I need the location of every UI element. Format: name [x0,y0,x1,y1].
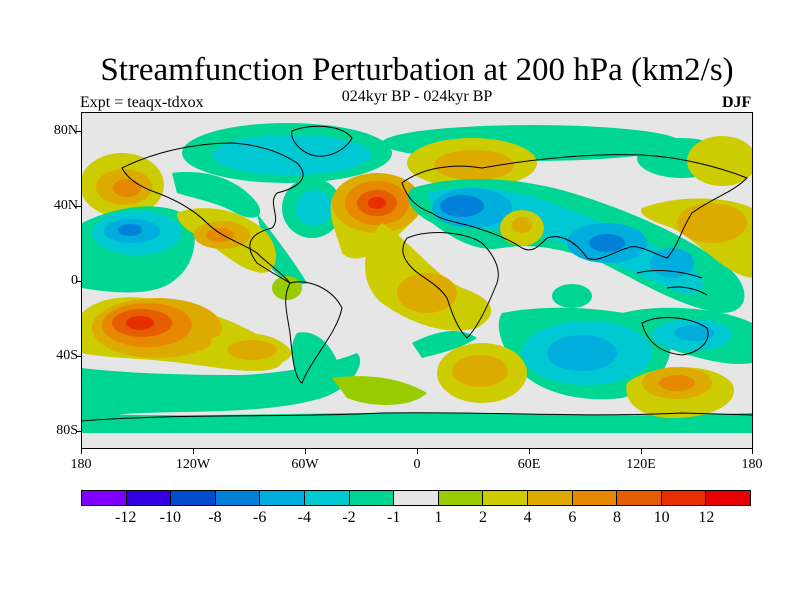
colorbar-segment [617,491,662,505]
lon-tick [81,449,82,454]
colorbar-label: -4 [297,509,311,526]
lat-label-40s: 40S [56,348,78,363]
lon-tick [641,449,642,454]
lon-label-180e: 180 [741,457,763,472]
colorbar-segment [126,491,172,505]
lon-label-60w: 60W [291,457,319,472]
map-canvas[interactable] [82,113,752,448]
season-label: DJF [722,94,752,111]
lon-tick [752,449,753,454]
lon-label-0: 0 [413,457,421,472]
lat-label-0: 0 [71,273,78,288]
colorbar-segment [527,491,573,505]
map-plot-area[interactable] [81,112,753,449]
lat-tick [76,206,81,207]
coastlines [82,125,752,422]
colorbar-label: -12 [114,509,137,526]
plot-title: Streamfunction Perturbation at 200 hPa (… [100,52,734,88]
lat-tick [76,281,81,282]
plot-subtitle: 024kyr BP - 024kyr BP [341,88,493,105]
colorbar-label: 12 [698,509,715,526]
colorbar-label: 1 [434,509,443,526]
contour-north-pacific-high [82,153,164,217]
colorbar-segment [483,491,528,505]
lon-label-120w: 120W [175,457,211,472]
colorbar-segment [260,491,305,505]
colorbar-label: -1 [386,509,401,526]
experiment-label: Expt = teaqx-tdxox [80,94,204,111]
colorbar-segment [82,491,127,505]
contour-arabia-high [500,210,544,246]
contour-europe-high [407,136,752,188]
contour-south-highs [210,333,734,418]
colorbar-segment [215,491,261,505]
colorbar-segment [438,491,484,505]
colorbar-label: 2 [479,509,487,526]
colorbar-segment [304,491,350,505]
lat-label-40n: 40N [53,198,78,213]
contour-atlantic-high [330,173,422,259]
lat-label-80s: 80S [56,423,78,438]
colorbar-label: -10 [159,509,181,526]
lon-tick [417,449,418,454]
colorbar-segment [171,491,216,505]
contour-south-lows [82,284,752,433]
colorbar-segment [394,491,439,505]
contour-namerica-low [172,172,342,285]
lon-label-120e: 120E [626,457,656,472]
colorbar-label: 4 [523,509,532,526]
lon-tick [529,449,530,454]
colorbar [81,490,751,506]
colorbar-label: -8 [208,509,222,526]
lat-label-80n: 80N [53,123,78,138]
lat-tick [76,356,81,357]
contour-africa-high [365,223,492,331]
colorbar-segment [661,491,707,505]
lon-label-180w: 180 [70,457,92,472]
colorbar-label: 10 [653,509,670,526]
colorbar-segment [572,491,618,505]
colorbar-label: -2 [342,509,356,526]
lon-tick [305,449,306,454]
colorbar-label: -6 [252,509,267,526]
lon-label-60e: 60E [517,457,541,472]
colorbar-segment [349,491,395,505]
lat-tick [76,131,81,132]
lat-tick [76,431,81,432]
colorbar-label: 6 [568,509,577,526]
contour-east-asia-high [641,198,752,278]
lon-tick [193,449,194,454]
colorbar-segment [706,491,750,505]
contour-pacific-low [82,206,195,293]
colorbar-label: 8 [613,509,621,526]
